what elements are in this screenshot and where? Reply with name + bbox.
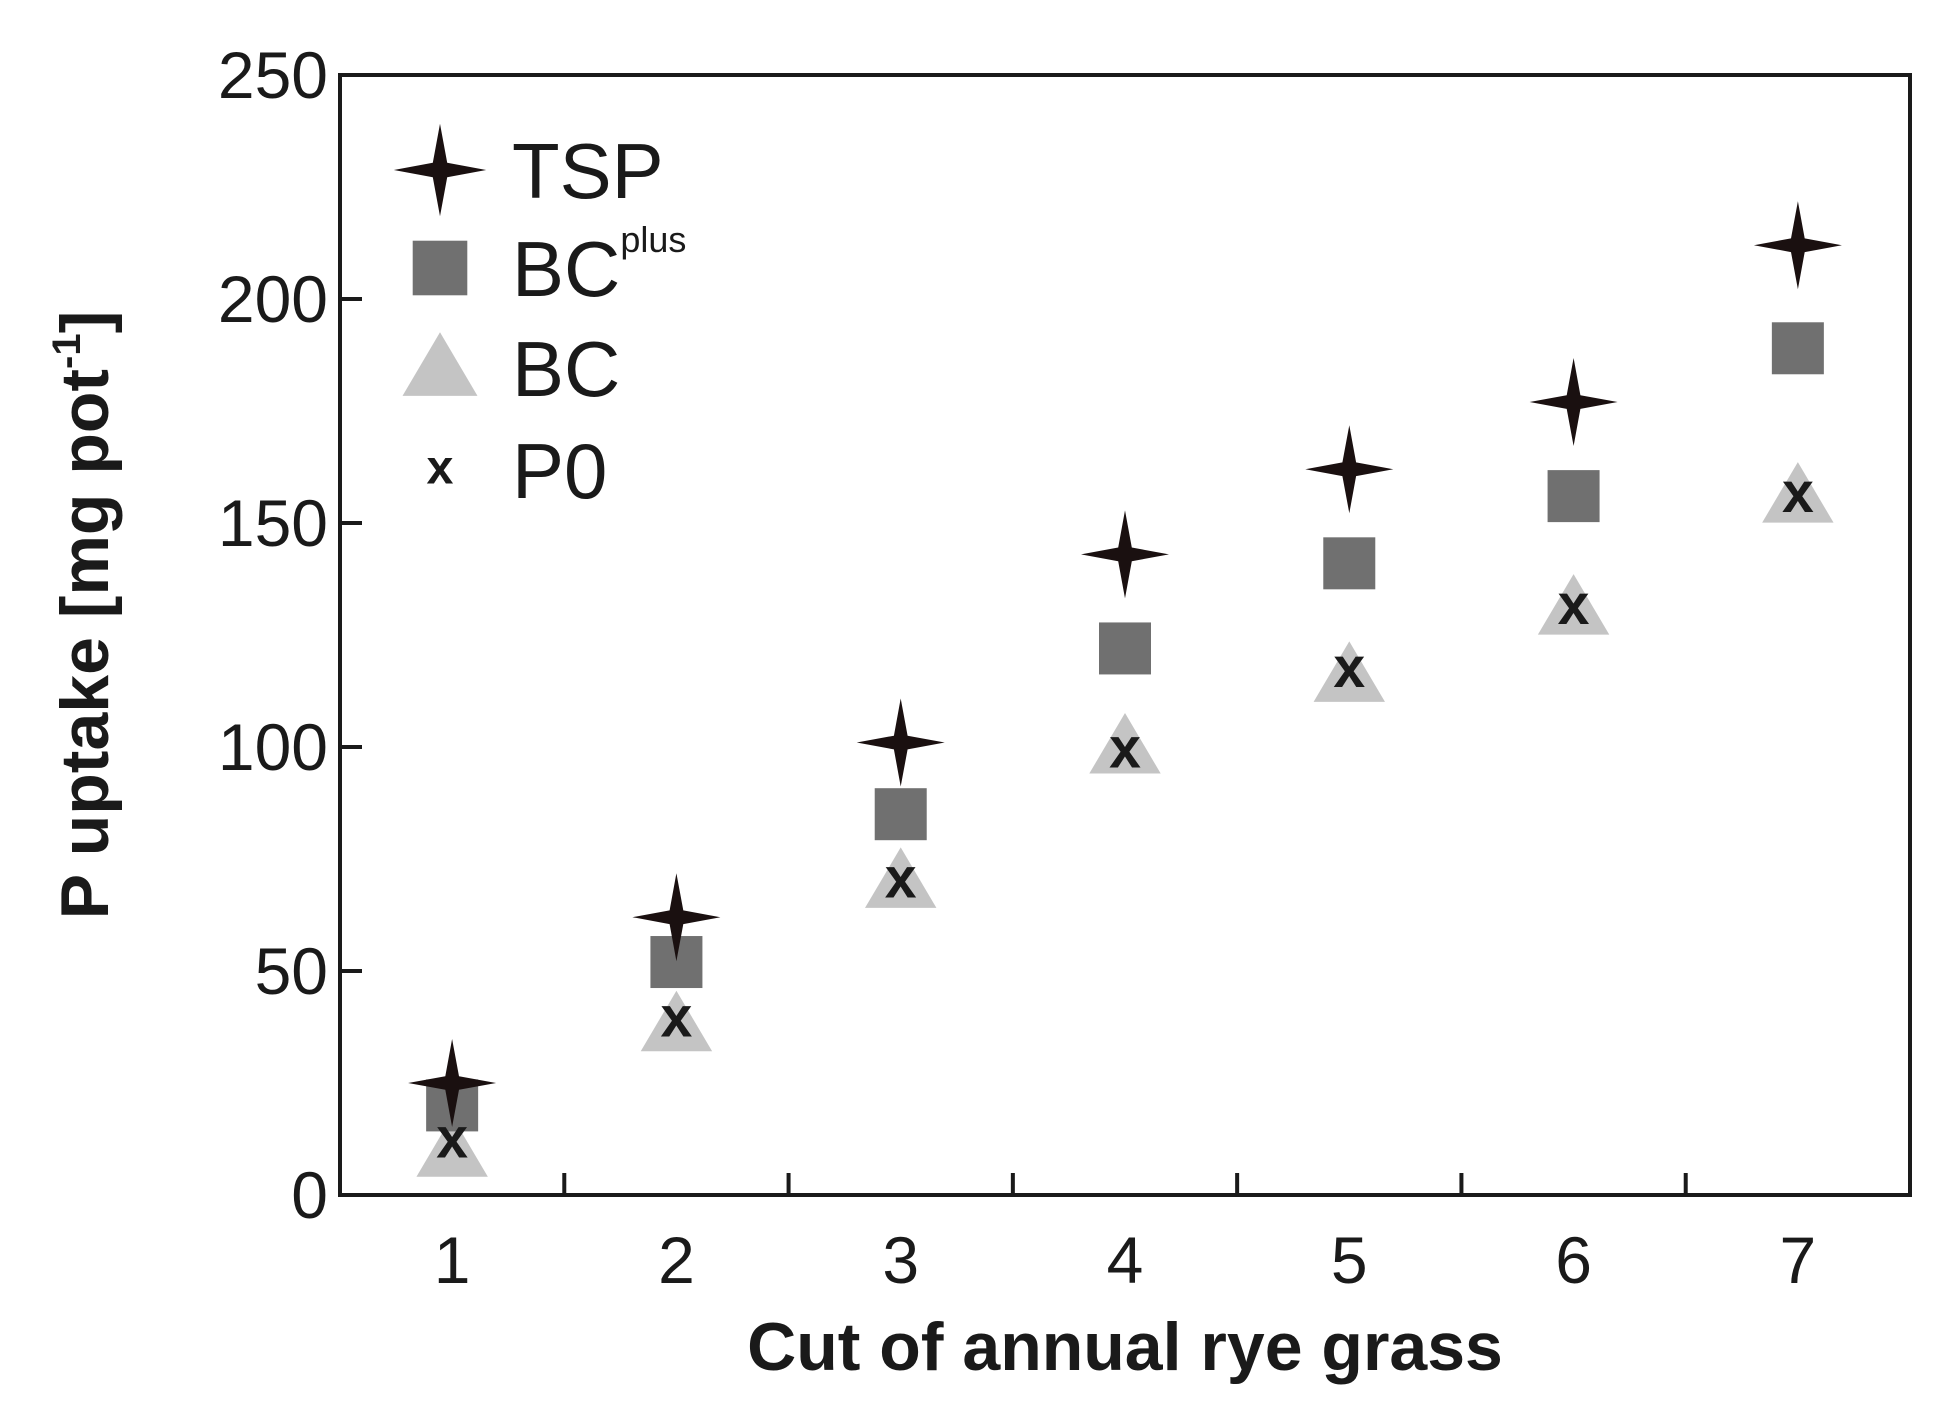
series-bc <box>416 462 1834 1177</box>
legend-marker-bcplus <box>412 240 468 296</box>
point-bc-6 <box>1537 574 1610 635</box>
x-tick-label-1: 1 <box>434 1223 471 1297</box>
y-axis-ticks: 0 50 100 150 200 250 <box>218 38 362 1232</box>
point-tsp-2 <box>632 873 721 962</box>
series-p0: x x x x x x x <box>436 461 1814 1170</box>
y-axis-title-end: ] <box>47 311 123 334</box>
y-tick-label-250: 250 <box>218 38 328 112</box>
x-tick-label-6: 6 <box>1555 1223 1592 1297</box>
y-tick-label-100: 100 <box>218 710 328 784</box>
x-tick-label-5: 5 <box>1331 1223 1368 1297</box>
point-p0-2: x <box>661 985 693 1049</box>
point-tsp-7 <box>1753 201 1842 290</box>
point-bcplus-5 <box>1323 537 1376 590</box>
x-tick-label-2: 2 <box>658 1223 695 1297</box>
x-axis-ticks: 1 2 3 4 5 6 7 <box>434 1173 1816 1297</box>
point-bcplus-4 <box>1099 622 1151 675</box>
point-bc-2 <box>640 990 713 1052</box>
point-bc-1 <box>416 1116 488 1177</box>
x-tick-label-7: 7 <box>1779 1223 1816 1297</box>
y-axis-title-main: P uptake [mg pot <box>47 369 123 919</box>
point-p0-1: x <box>436 1106 468 1170</box>
point-tsp-1 <box>408 1039 497 1127</box>
legend-label-p0: P0 <box>512 427 607 515</box>
x-tick-label-3: 3 <box>882 1223 919 1297</box>
legend-label-bcplus: BCplus <box>512 219 686 313</box>
legend-marker-bc <box>402 332 478 396</box>
point-bc-5 <box>1313 641 1385 702</box>
point-bcplus-6 <box>1547 470 1600 523</box>
point-bc-7 <box>1762 462 1834 523</box>
legend-label-text: TSP <box>512 127 664 215</box>
x-axis-title: Cut of annual rye grass <box>747 1309 1503 1385</box>
point-bcplus-3 <box>874 788 927 841</box>
point-p0-3: x <box>885 847 917 911</box>
series-tsp <box>408 201 1842 1127</box>
point-bc-4 <box>1089 713 1161 774</box>
legend-label-text: P0 <box>512 427 607 515</box>
legend-marker-tsp <box>393 123 487 217</box>
point-tsp-6 <box>1529 358 1618 446</box>
y-tick-label-150: 150 <box>218 486 328 560</box>
y-tick-label-0: 0 <box>291 1158 328 1232</box>
legend-label-tsp: TSP <box>512 127 664 215</box>
legend-label-bc: BC <box>512 325 620 413</box>
point-bcplus-7 <box>1771 322 1824 375</box>
point-tsp-5 <box>1305 425 1394 514</box>
y-axis-title-sup: -1 <box>45 333 89 369</box>
point-p0-4: x <box>1109 717 1141 781</box>
plot-area-frame <box>338 73 1912 1197</box>
point-p0-5: x <box>1333 636 1365 700</box>
y-axis-title: P uptake [mg pot-1] <box>45 311 123 920</box>
legend-label-text: BC <box>512 225 620 313</box>
legend-label-superscript: plus <box>620 219 686 260</box>
legend-marker-p0: x <box>427 441 454 495</box>
point-p0-7: x <box>1782 461 1814 525</box>
point-p0-6: x <box>1558 573 1590 637</box>
point-tsp-3 <box>856 698 945 787</box>
data-marks: x x x x x x x <box>408 201 1842 1177</box>
x-tick-label-4: 4 <box>1107 1223 1144 1297</box>
y-tick-label-200: 200 <box>218 262 328 336</box>
y-tick-label-50: 50 <box>255 934 328 1008</box>
point-bc-3 <box>865 847 937 908</box>
legend-label-text: BC <box>512 325 620 413</box>
point-tsp-4 <box>1081 510 1169 599</box>
